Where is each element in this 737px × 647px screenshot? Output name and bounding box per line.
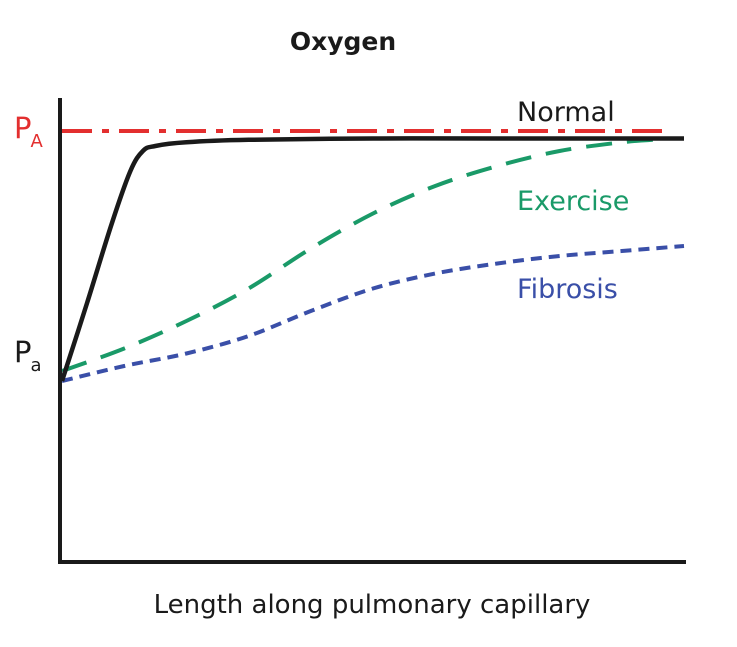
series-line-fibrosis bbox=[61, 244, 685, 383]
series-label-exercise: Exercise bbox=[517, 186, 629, 217]
series-line-exercise bbox=[61, 137, 654, 373]
y-level-label-Pa: Pa bbox=[14, 335, 42, 376]
svg-text:Pa: Pa bbox=[14, 335, 42, 376]
y-level-label-PA: PA bbox=[14, 111, 44, 152]
plot-area bbox=[59, 129, 685, 383]
series-label-normal: Normal bbox=[517, 97, 615, 128]
pa-lower-base: P bbox=[14, 335, 32, 369]
pa-lower-sub: a bbox=[31, 355, 42, 376]
x-axis-label: Length along pulmonary capillary bbox=[154, 590, 591, 620]
chart-title: Oxygen bbox=[290, 27, 396, 56]
series-line-normal bbox=[59, 136, 684, 382]
pa-upper-sub: A bbox=[31, 131, 44, 152]
svg-text:PA: PA bbox=[14, 111, 44, 152]
pa-upper-base: P bbox=[14, 111, 32, 145]
series-label-fibrosis: Fibrosis bbox=[517, 274, 618, 305]
